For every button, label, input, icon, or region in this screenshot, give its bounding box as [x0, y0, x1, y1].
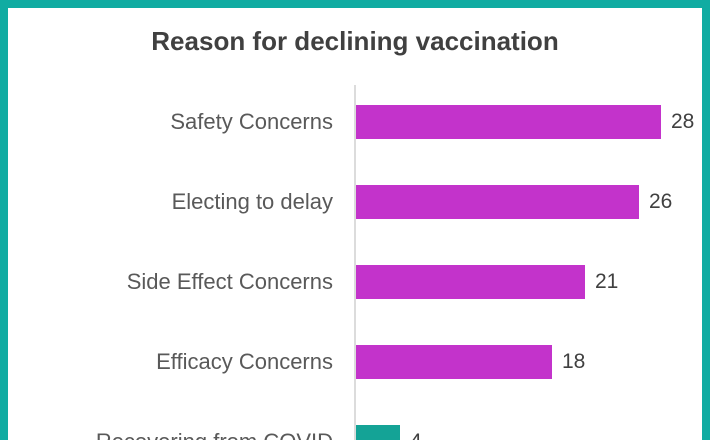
value-label: 18: [562, 350, 586, 373]
bar-line: 21: [356, 265, 618, 299]
value-label: 21: [595, 270, 619, 293]
bar: [356, 185, 639, 219]
bar-line: 28: [356, 105, 694, 139]
bar-row: Side Effect Concerns 21: [0, 245, 710, 325]
category-label: Side Effect Concerns: [126, 269, 333, 294]
bar-row: Efficacy Concerns 18: [0, 325, 710, 405]
bar-line: 4: [356, 425, 422, 440]
bar-line: 26: [356, 185, 672, 219]
bar: [356, 105, 661, 139]
bar-row: Recovering from COVID 4: [0, 405, 710, 440]
bar-row: Safety Concerns 28: [0, 85, 710, 165]
category-label: Safety Concerns: [170, 109, 333, 134]
chart-title: Reason for declining vaccination: [151, 26, 559, 56]
category-label: Recovering from COVID: [0, 405, 333, 440]
bar: [356, 345, 552, 379]
value-label: 26: [649, 190, 673, 213]
category-label: Electing to delay: [171, 189, 333, 214]
bar: [356, 425, 400, 440]
bar: [356, 265, 585, 299]
category-label: Efficacy Concerns: [156, 349, 333, 374]
value-label: 4: [410, 430, 422, 440]
bar-row: Electing to delay 26: [0, 165, 710, 245]
bar-line: 18: [356, 345, 585, 379]
bar-rows-container: Safety Concerns 28 Electing to delay 26 Side…: [0, 85, 710, 440]
y-axis-line: [354, 85, 356, 440]
value-label: 28: [671, 110, 695, 133]
